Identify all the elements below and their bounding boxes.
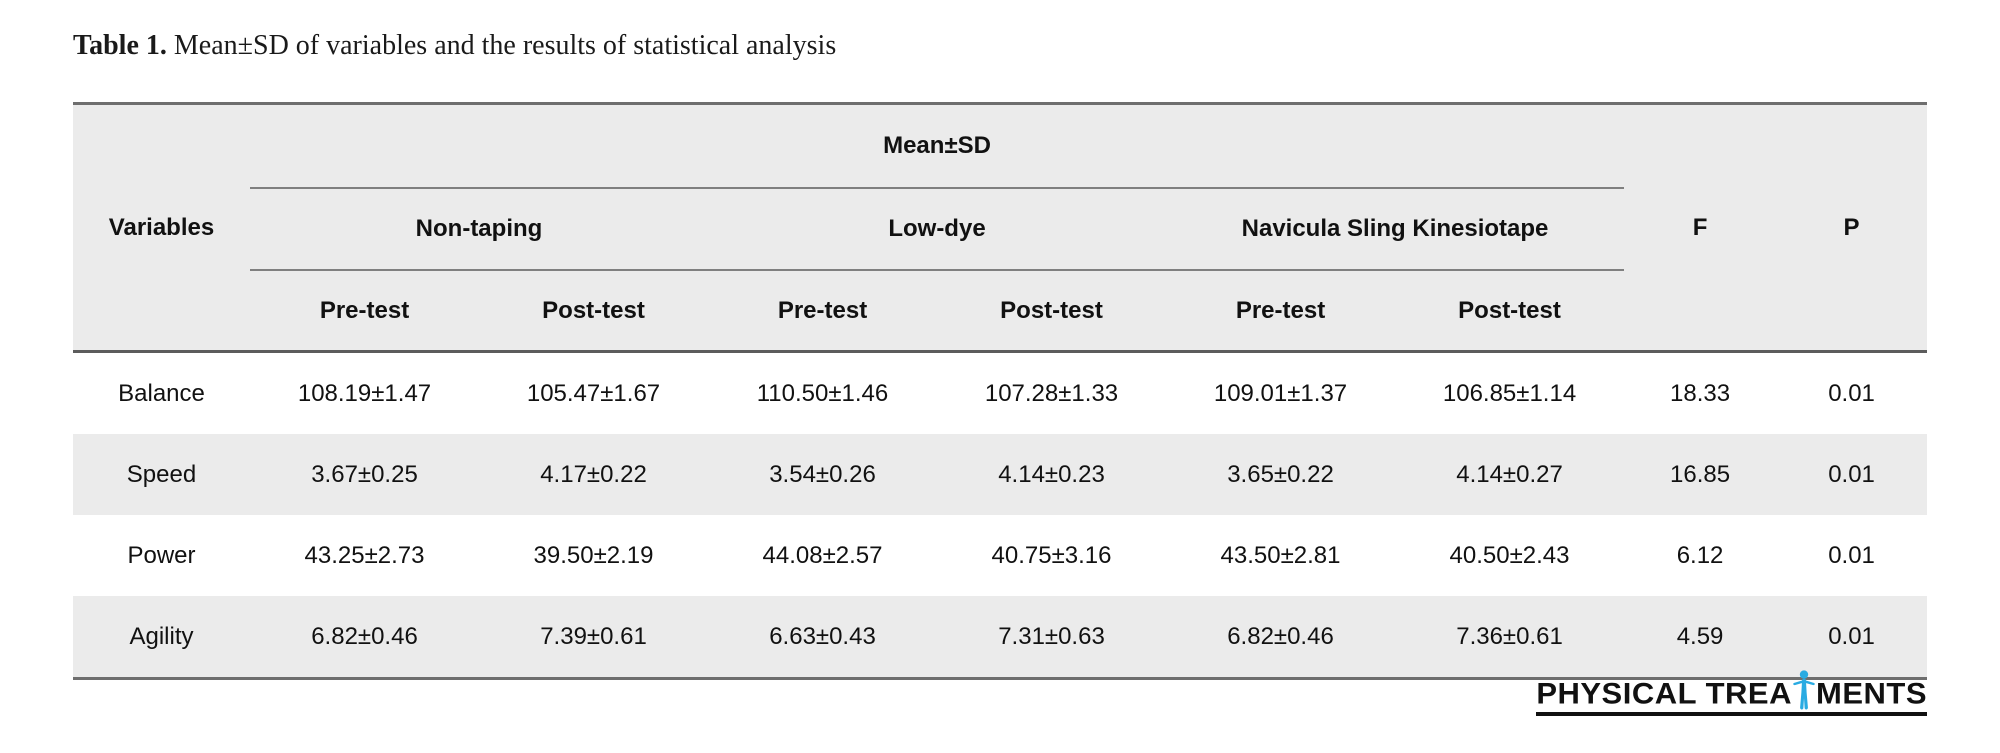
table-row-agility: Agility 6.82±0.46 7.39±0.61 6.63±0.43 7.… bbox=[73, 596, 1928, 679]
cell-p-value: 0.01 bbox=[1776, 434, 1928, 515]
cell-p-value: 0.01 bbox=[1776, 515, 1928, 596]
cell-variable: Balance bbox=[73, 351, 250, 434]
table-row-balance: Balance 108.19±1.47 105.47±1.67 110.50±1… bbox=[73, 351, 1928, 434]
header-group-low-dye: Low-dye bbox=[708, 188, 1166, 271]
cell-value: 7.39±0.61 bbox=[479, 596, 708, 679]
header-p: P bbox=[1776, 103, 1928, 353]
cell-value: 108.19±1.47 bbox=[250, 351, 479, 434]
cell-value: 39.50±2.19 bbox=[479, 515, 708, 596]
cell-value: 4.14±0.23 bbox=[937, 434, 1166, 515]
table-caption: Table 1. Mean±SD of variables and the re… bbox=[73, 30, 836, 62]
cell-f-value: 18.33 bbox=[1624, 351, 1777, 434]
cell-value: 7.31±0.63 bbox=[937, 596, 1166, 679]
cell-value: 4.17±0.22 bbox=[479, 434, 708, 515]
header-mean-sd: Mean±SD bbox=[250, 103, 1625, 189]
cell-variable: Agility bbox=[73, 596, 250, 679]
header-group-navicula-sling-kinesiotape: Navicula Sling Kinesiotape bbox=[1166, 188, 1625, 271]
cell-value: 106.85±1.14 bbox=[1395, 351, 1625, 434]
cell-p-value: 0.01 bbox=[1776, 596, 1928, 679]
table-caption-label: Table 1. bbox=[73, 30, 167, 61]
cell-f-value: 6.12 bbox=[1624, 515, 1777, 596]
cell-f-value: 4.59 bbox=[1624, 596, 1777, 679]
header-pre-test: Pre-test bbox=[250, 270, 479, 353]
cell-value: 6.63±0.43 bbox=[708, 596, 937, 679]
cell-value: 40.50±2.43 bbox=[1395, 515, 1625, 596]
cell-value: 107.28±1.33 bbox=[937, 351, 1166, 434]
header-post-test: Post-test bbox=[937, 270, 1166, 353]
cell-value: 109.01±1.37 bbox=[1166, 351, 1395, 434]
cell-value: 43.25±2.73 bbox=[250, 515, 479, 596]
table-row-speed: Speed 3.67±0.25 4.17±0.22 3.54±0.26 4.14… bbox=[73, 434, 1928, 515]
cell-value: 6.82±0.46 bbox=[250, 596, 479, 679]
cell-value: 3.65±0.22 bbox=[1166, 434, 1395, 515]
person-icon bbox=[1793, 670, 1815, 710]
cell-f-value: 16.85 bbox=[1624, 434, 1777, 515]
cell-value: 6.82±0.46 bbox=[1166, 596, 1395, 679]
header-group-non-taping: Non-taping bbox=[250, 188, 708, 271]
cell-value: 3.67±0.25 bbox=[250, 434, 479, 515]
header-pre-test: Pre-test bbox=[708, 270, 937, 353]
table-row-power: Power 43.25±2.73 39.50±2.19 44.08±2.57 4… bbox=[73, 515, 1928, 596]
header-f: F bbox=[1624, 103, 1777, 353]
journal-logo: PHYSICAL TREA MENTS bbox=[1536, 670, 1927, 716]
journal-logo-text-left: PHYSICAL TREA bbox=[1536, 676, 1792, 711]
cell-variable: Speed bbox=[73, 434, 250, 515]
cell-value: 110.50±1.46 bbox=[708, 351, 937, 434]
journal-logo-text-right: MENTS bbox=[1816, 676, 1927, 711]
cell-value: 105.47±1.67 bbox=[479, 351, 708, 434]
header-post-test: Post-test bbox=[479, 270, 708, 353]
cell-value: 40.75±3.16 bbox=[937, 515, 1166, 596]
cell-value: 7.36±0.61 bbox=[1395, 596, 1625, 679]
cell-variable: Power bbox=[73, 515, 250, 596]
header-post-test: Post-test bbox=[1395, 270, 1625, 353]
cell-value: 4.14±0.27 bbox=[1395, 434, 1625, 515]
cell-value: 43.50±2.81 bbox=[1166, 515, 1395, 596]
cell-p-value: 0.01 bbox=[1776, 351, 1928, 434]
cell-value: 44.08±2.57 bbox=[708, 515, 937, 596]
statistics-table: Variables Mean±SD F P Non-taping Low-dye… bbox=[73, 102, 1928, 680]
header-pre-test: Pre-test bbox=[1166, 270, 1395, 353]
table-caption-text: Mean±SD of variables and the results of … bbox=[166, 30, 837, 61]
cell-value: 3.54±0.26 bbox=[708, 434, 937, 515]
header-variables: Variables bbox=[73, 103, 250, 353]
